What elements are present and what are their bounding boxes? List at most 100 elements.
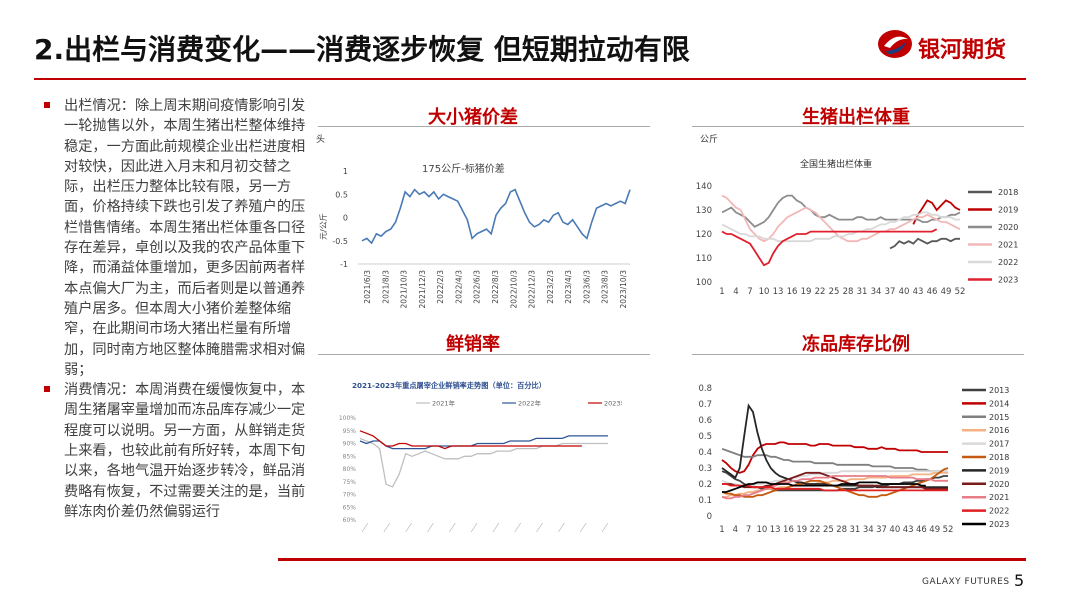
chart-title-divider: [692, 354, 1024, 355]
legend-label: 2021: [989, 493, 1009, 502]
chart-title-divider: [692, 126, 1024, 127]
legend-label: 2022: [989, 507, 1009, 516]
x-tick-label: 2021/10/3: [400, 270, 409, 309]
series-line-2017: [721, 470, 948, 487]
x-tick-label: [361, 522, 369, 533]
legend-label: 2021年: [432, 399, 456, 408]
x-tick-label: 2021/8/3: [381, 270, 390, 304]
x-tick-label: 10: [756, 525, 767, 535]
footer-brand: GALAXY FUTURES: [922, 577, 1010, 587]
x-tick-label: 4: [733, 287, 738, 297]
chart-title-price-spread: 大小猪价差: [428, 107, 518, 128]
x-tick-label: 16: [783, 525, 794, 535]
x-tick-label: [579, 522, 587, 533]
legend-label: 2021: [998, 241, 1018, 250]
y-tick-label: 100%: [339, 415, 356, 422]
legend-label: 2014: [989, 399, 1009, 408]
y-tick-label: 1: [343, 167, 348, 176]
x-tick-label: 40: [889, 525, 900, 535]
y-tick-label: 130: [696, 206, 712, 216]
legend-label: 2020: [998, 223, 1018, 232]
chart-title-fresh-sales: 鲜销率: [446, 334, 500, 355]
commentary-paragraph-supply: 出栏情况：除上周末期间疫情影响引发一轮抛售以外，本周生猪出栏整体维持稳定，一方面…: [42, 96, 314, 380]
galaxy-logo-icon: [878, 30, 912, 58]
y-tick-label: 0.6: [698, 416, 712, 426]
x-tick-label: [470, 522, 478, 533]
chart-title-divider: [318, 354, 650, 355]
legend-label: 2022: [998, 258, 1018, 267]
chart-title-slaughter-weight: 生猪出栏体重: [802, 107, 910, 128]
x-tick-label: 37: [885, 287, 896, 297]
x-tick-label: [427, 522, 434, 533]
brand-name: 银河期货: [918, 38, 1007, 63]
unit-label: 头: [316, 134, 325, 145]
series-line-2021: [721, 475, 948, 500]
x-tick-label: 34: [863, 525, 874, 535]
x-tick-label: 2023/2/3: [546, 270, 555, 304]
chart-title-divider: [318, 126, 650, 127]
bullet-icon: [44, 102, 50, 108]
chart-title-frozen-inventory: 冻品库存比例: [802, 334, 910, 355]
x-tick-label: 52: [943, 525, 954, 535]
y-tick-label: 0.1: [698, 496, 712, 506]
y-tick-label: 0.8: [698, 384, 712, 394]
x-tick-label: [601, 522, 609, 533]
series-line-spread: [361, 188, 631, 245]
legend-label: 2023: [998, 276, 1018, 285]
series-line-2023: [722, 481, 926, 493]
y-tick-label: 80%: [343, 466, 357, 473]
y-tick-label: 120: [696, 230, 712, 240]
y-tick-label: 0.3: [698, 464, 712, 474]
x-tick-label: 43: [913, 287, 924, 297]
series-line-2021: [721, 194, 961, 243]
legend-label: 2022年: [518, 399, 542, 408]
y-tick-label: 75%: [343, 479, 357, 486]
x-tick-label: [558, 522, 565, 533]
x-tick-label: 43: [903, 525, 914, 535]
title-divider: [34, 78, 1026, 80]
legend-label: 2018: [989, 453, 1009, 462]
x-tick-label: 13: [773, 287, 784, 297]
legend-label: 2016: [989, 426, 1009, 435]
series-line-2022: [722, 483, 948, 492]
x-tick-label: 7: [747, 287, 752, 297]
x-tick-label: 52: [955, 287, 966, 297]
legend-label: 2018: [998, 188, 1018, 197]
y-tick-label: 0.5: [335, 190, 348, 199]
x-tick-label: 2021/6/3: [363, 270, 372, 304]
x-tick-label: 1: [719, 525, 724, 535]
y-tick-label: 0: [707, 512, 712, 522]
y-tick-label: 90%: [343, 441, 357, 448]
x-tick-label: 10: [759, 287, 770, 297]
x-tick-label: 2022/8/3: [491, 270, 500, 304]
x-tick-label: 40: [899, 287, 910, 297]
series-line-2022: [721, 211, 960, 243]
x-tick-label: 31: [850, 525, 861, 535]
x-tick-label: 28: [843, 287, 854, 297]
x-tick-label: [449, 522, 456, 533]
x-tick-label: 2021/12/3: [418, 270, 427, 309]
unit-label: 公斤: [700, 134, 718, 145]
series-line-2015: [721, 447, 949, 474]
series-line-2019: [912, 199, 961, 225]
x-tick-label: 2022/12/3: [528, 270, 537, 309]
x-tick-label: 2023/8/3: [601, 270, 610, 304]
y-axis-label: 元/公斤: [318, 213, 328, 240]
x-tick-label: 2023/6/3: [582, 270, 591, 304]
x-tick-label: 2022/10/3: [509, 270, 518, 309]
y-tick-label: 0.5: [698, 432, 712, 442]
x-tick-label: 16: [787, 287, 798, 297]
y-tick-label: 60%: [343, 517, 357, 524]
y-tick-label: 70%: [343, 492, 357, 499]
legend-label: 2015: [989, 413, 1009, 422]
paragraph-text: 出栏情况：除上周末期间疫情影响引发一轮抛售以外，本周生猪出栏整体维持稳定，一方面…: [64, 98, 306, 378]
x-tick-label: 19: [801, 287, 812, 297]
x-tick-label: 25: [823, 525, 834, 535]
y-tick-label: 140: [696, 182, 712, 192]
y-tick-label: 0.7: [698, 400, 712, 410]
x-tick-label: [383, 522, 391, 533]
x-tick-label: 46: [927, 287, 938, 297]
frozen-inventory-chart: 0.8 0.7 0.6 0.5 0.4 0.3 0.2 0.1 01 4 7 10 13 16 19 22 25…: [698, 384, 1009, 535]
series-line-2020: [721, 194, 961, 228]
